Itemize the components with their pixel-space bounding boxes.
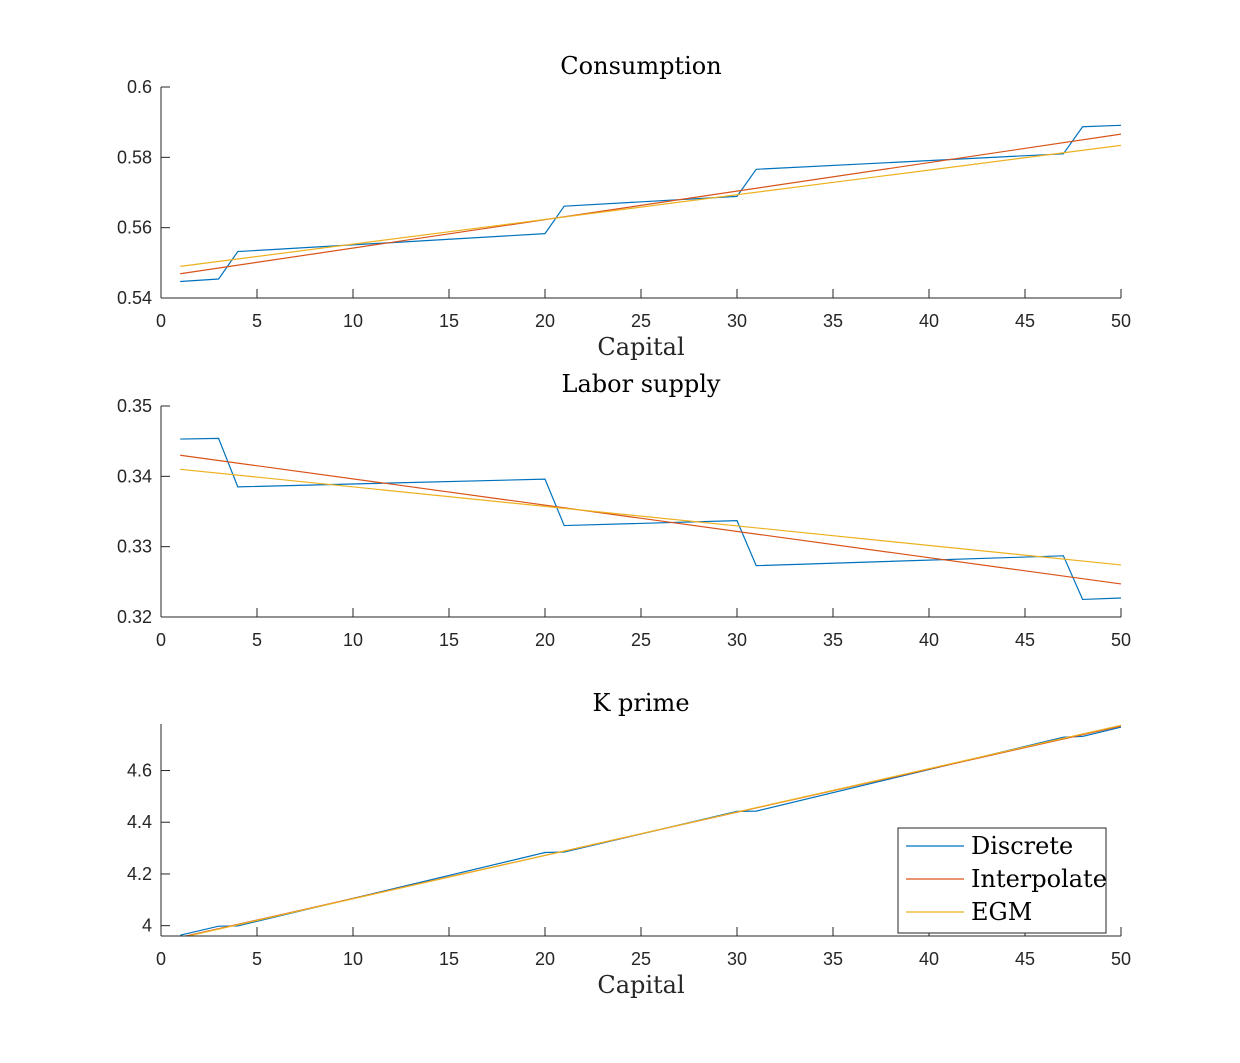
x-tick-label: 40 [919, 949, 939, 969]
x-tick-label: 25 [631, 949, 651, 969]
y-tick-label: 0.34 [117, 466, 152, 486]
legend-label-interpolate: Interpolate [971, 865, 1107, 893]
x-tick-label: 40 [919, 311, 939, 331]
x-tick-label: 35 [823, 949, 843, 969]
x-tick-label: 5 [252, 311, 262, 331]
x-tick-label: 20 [535, 311, 555, 331]
y-tick-label: 0.58 [117, 147, 152, 167]
x-tick-label: 15 [439, 949, 459, 969]
x-tick-label: 50 [1111, 630, 1131, 650]
series-line-egm [180, 144, 1121, 267]
y-tick-label: 0.32 [117, 607, 152, 627]
y-tick-label: 0.6 [127, 77, 152, 97]
y-tick-label: 0.56 [117, 218, 152, 238]
y-tick-label: 0.54 [117, 288, 152, 308]
x-tick-label: 20 [535, 630, 555, 650]
chart-panel-1: Consumption 0 5 10 15 20 25 30 35 40 45 50 0.54 0.56 0… [117, 52, 1131, 361]
y-tick-label: 4.4 [127, 812, 152, 832]
x-tick-label: 35 [823, 311, 843, 331]
x-tick-label: 25 [631, 630, 651, 650]
y-tick-label: 0.33 [117, 537, 152, 557]
x-tick-label: 10 [343, 949, 363, 969]
x-tick-label: 25 [631, 311, 651, 331]
legend-label-discrete: Discrete [971, 832, 1073, 860]
series-line-interpolate [180, 133, 1121, 275]
series-group [180, 437, 1121, 601]
x-tick-label: 45 [1015, 949, 1035, 969]
series-line-egm [180, 468, 1121, 566]
x-tick-label: 10 [343, 630, 363, 650]
y-tick-label: 0.35 [117, 396, 152, 416]
chart-panel-2: Labor supply 0 5 10 15 20 25 30 35 40 45 50 0.32 0.33… [117, 370, 1131, 650]
chart-title: Consumption [560, 52, 721, 80]
x-tick-label: 5 [252, 949, 262, 969]
x-tick-label: 15 [439, 311, 459, 331]
x-axis-label: Capital [597, 333, 684, 361]
chart-title: Labor supply [562, 370, 721, 398]
x-tick-label: 5 [252, 630, 262, 650]
x-tick-label: 45 [1015, 630, 1035, 650]
x-tick-label: 45 [1015, 311, 1035, 331]
legend-label-egm: EGM [971, 898, 1032, 926]
series-line-discrete [180, 437, 1121, 601]
series-group [180, 124, 1121, 283]
chart-panel-3: K prime 0 5 10 15 20 25 30 35 40 45 50 4 4.2 4.4 4.6 Cap… [127, 689, 1131, 999]
x-tick-label: 50 [1111, 311, 1131, 331]
x-tick-label: 10 [343, 311, 363, 331]
legend: Discrete Interpolate EGM [897, 827, 1107, 934]
y-tick-label: 4 [142, 916, 152, 936]
series-line-discrete [180, 124, 1121, 283]
y-tick-label: 4.2 [127, 864, 152, 884]
chart-title: K prime [592, 689, 689, 717]
x-tick-label: 20 [535, 949, 555, 969]
x-tick-label: 0 [156, 630, 166, 650]
x-tick-label: 35 [823, 630, 843, 650]
x-tick-label: 0 [156, 311, 166, 331]
series-group [180, 724, 1121, 936]
x-tick-label: 15 [439, 630, 459, 650]
x-tick-label: 50 [1111, 949, 1131, 969]
x-tick-label: 40 [919, 630, 939, 650]
x-tick-label: 30 [727, 949, 747, 969]
series-line-egm [185, 724, 1121, 936]
y-tick-label: 4.6 [127, 761, 152, 781]
series-line-interpolate [180, 454, 1121, 585]
x-axis-label: Capital [597, 971, 684, 999]
x-tick-label: 30 [727, 311, 747, 331]
x-tick-label: 30 [727, 630, 747, 650]
x-tick-label: 0 [156, 949, 166, 969]
